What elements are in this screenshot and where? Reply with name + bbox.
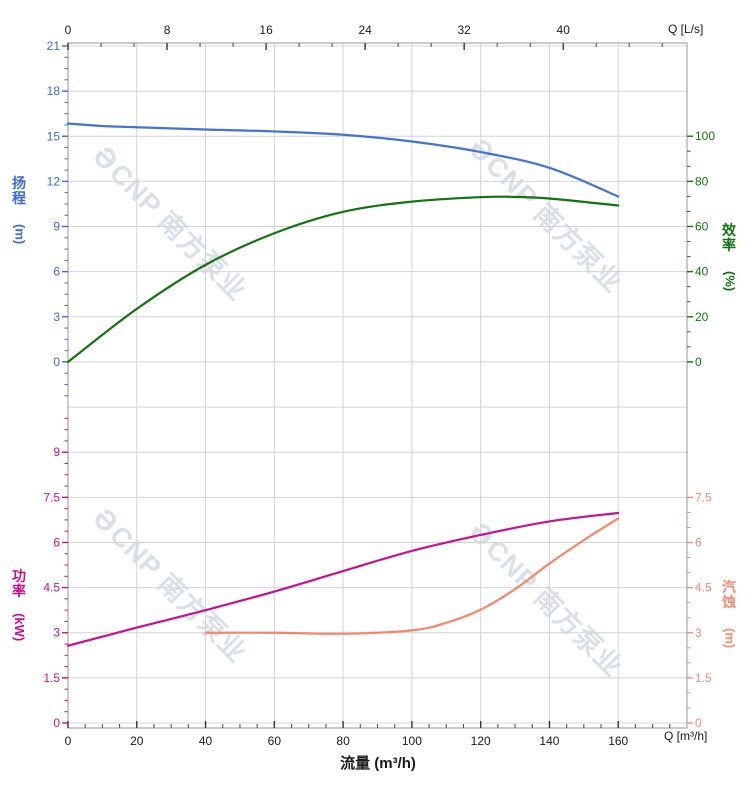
tick-label: 1.5 <box>43 671 60 685</box>
tick-label: 24 <box>358 23 372 37</box>
tick-label: 6 <box>53 535 60 549</box>
tick-label: 60 <box>695 219 709 233</box>
head-axis-title-text: 扬程 <box>12 175 26 207</box>
tick-label: 6 <box>53 265 60 279</box>
tick-label: 100 <box>402 734 422 748</box>
head-axis-title: 扬程 (m) <box>8 175 30 257</box>
tick-label: 21 <box>47 39 61 53</box>
npsh-axis-title: 汽蚀 (m) <box>718 579 740 661</box>
tick-label: 6 <box>695 536 702 550</box>
tick-label: 140 <box>539 734 559 748</box>
tick-label: 0 <box>53 355 60 369</box>
efficiency-axis-title-text: 效率 <box>722 222 736 254</box>
tick-label: 0 <box>65 23 72 37</box>
tick-label: 0 <box>53 716 60 730</box>
tick-label: 40 <box>199 734 213 748</box>
curve-power <box>66 511 620 647</box>
tick-label: 4.5 <box>43 581 60 595</box>
tick-label: 4.5 <box>695 581 712 595</box>
head-axis-unit: (m) <box>12 223 28 244</box>
tick-label: 7.5 <box>43 490 60 504</box>
tick-label: 40 <box>695 265 709 279</box>
curve-npsh <box>204 517 620 635</box>
tick-label: 20 <box>695 310 709 324</box>
plot-border <box>67 42 688 729</box>
efficiency-axis-unit: (%) <box>722 270 738 291</box>
tick-label: 15 <box>47 129 61 143</box>
tick-label: 3 <box>695 626 702 640</box>
top-axis-unit-label: Q [L/s] <box>668 22 704 36</box>
tick-label: 80 <box>336 734 350 748</box>
tick-label: 80 <box>695 174 709 188</box>
tick-label: 0 <box>695 355 702 369</box>
tick-label: 18 <box>47 84 61 98</box>
curve-eff <box>66 195 620 363</box>
power-axis-unit: (kW) <box>12 612 28 641</box>
npsh-axis-unit: (m) <box>722 627 738 648</box>
tick-label: 3 <box>53 626 60 640</box>
power-axis-title: 功率 (kW) <box>8 568 30 650</box>
x-axis-title: 流量 (m³/h) <box>340 755 416 772</box>
tick-label: 0 <box>65 734 72 748</box>
curve-head <box>66 122 620 198</box>
tick-label: 0 <box>695 716 702 730</box>
tick-label: 12 <box>47 174 61 188</box>
tick-label: 1.5 <box>695 671 712 685</box>
tick-label: 9 <box>53 220 60 234</box>
tick-label: 32 <box>457 23 471 37</box>
tick-label: 8 <box>164 23 171 37</box>
tick-label: 7.5 <box>695 490 712 504</box>
tick-label: 120 <box>471 734 491 748</box>
power-axis-title-text: 功率 <box>12 568 26 600</box>
tick-label: 160 <box>608 734 628 748</box>
tick-label: 16 <box>259 23 273 37</box>
tick-label: 40 <box>557 23 571 37</box>
tick-label: 9 <box>53 445 60 459</box>
tick-label: 100 <box>695 129 715 143</box>
tick-label: 20 <box>130 734 144 748</box>
npsh-axis-title-text: 汽蚀 <box>722 579 736 611</box>
bottom-axis-unit-label: Q [m³/h] <box>664 729 708 743</box>
tick-label: 60 <box>268 734 282 748</box>
tick-label: 3 <box>53 310 60 324</box>
efficiency-axis-title: 效率 (%) <box>718 222 740 304</box>
